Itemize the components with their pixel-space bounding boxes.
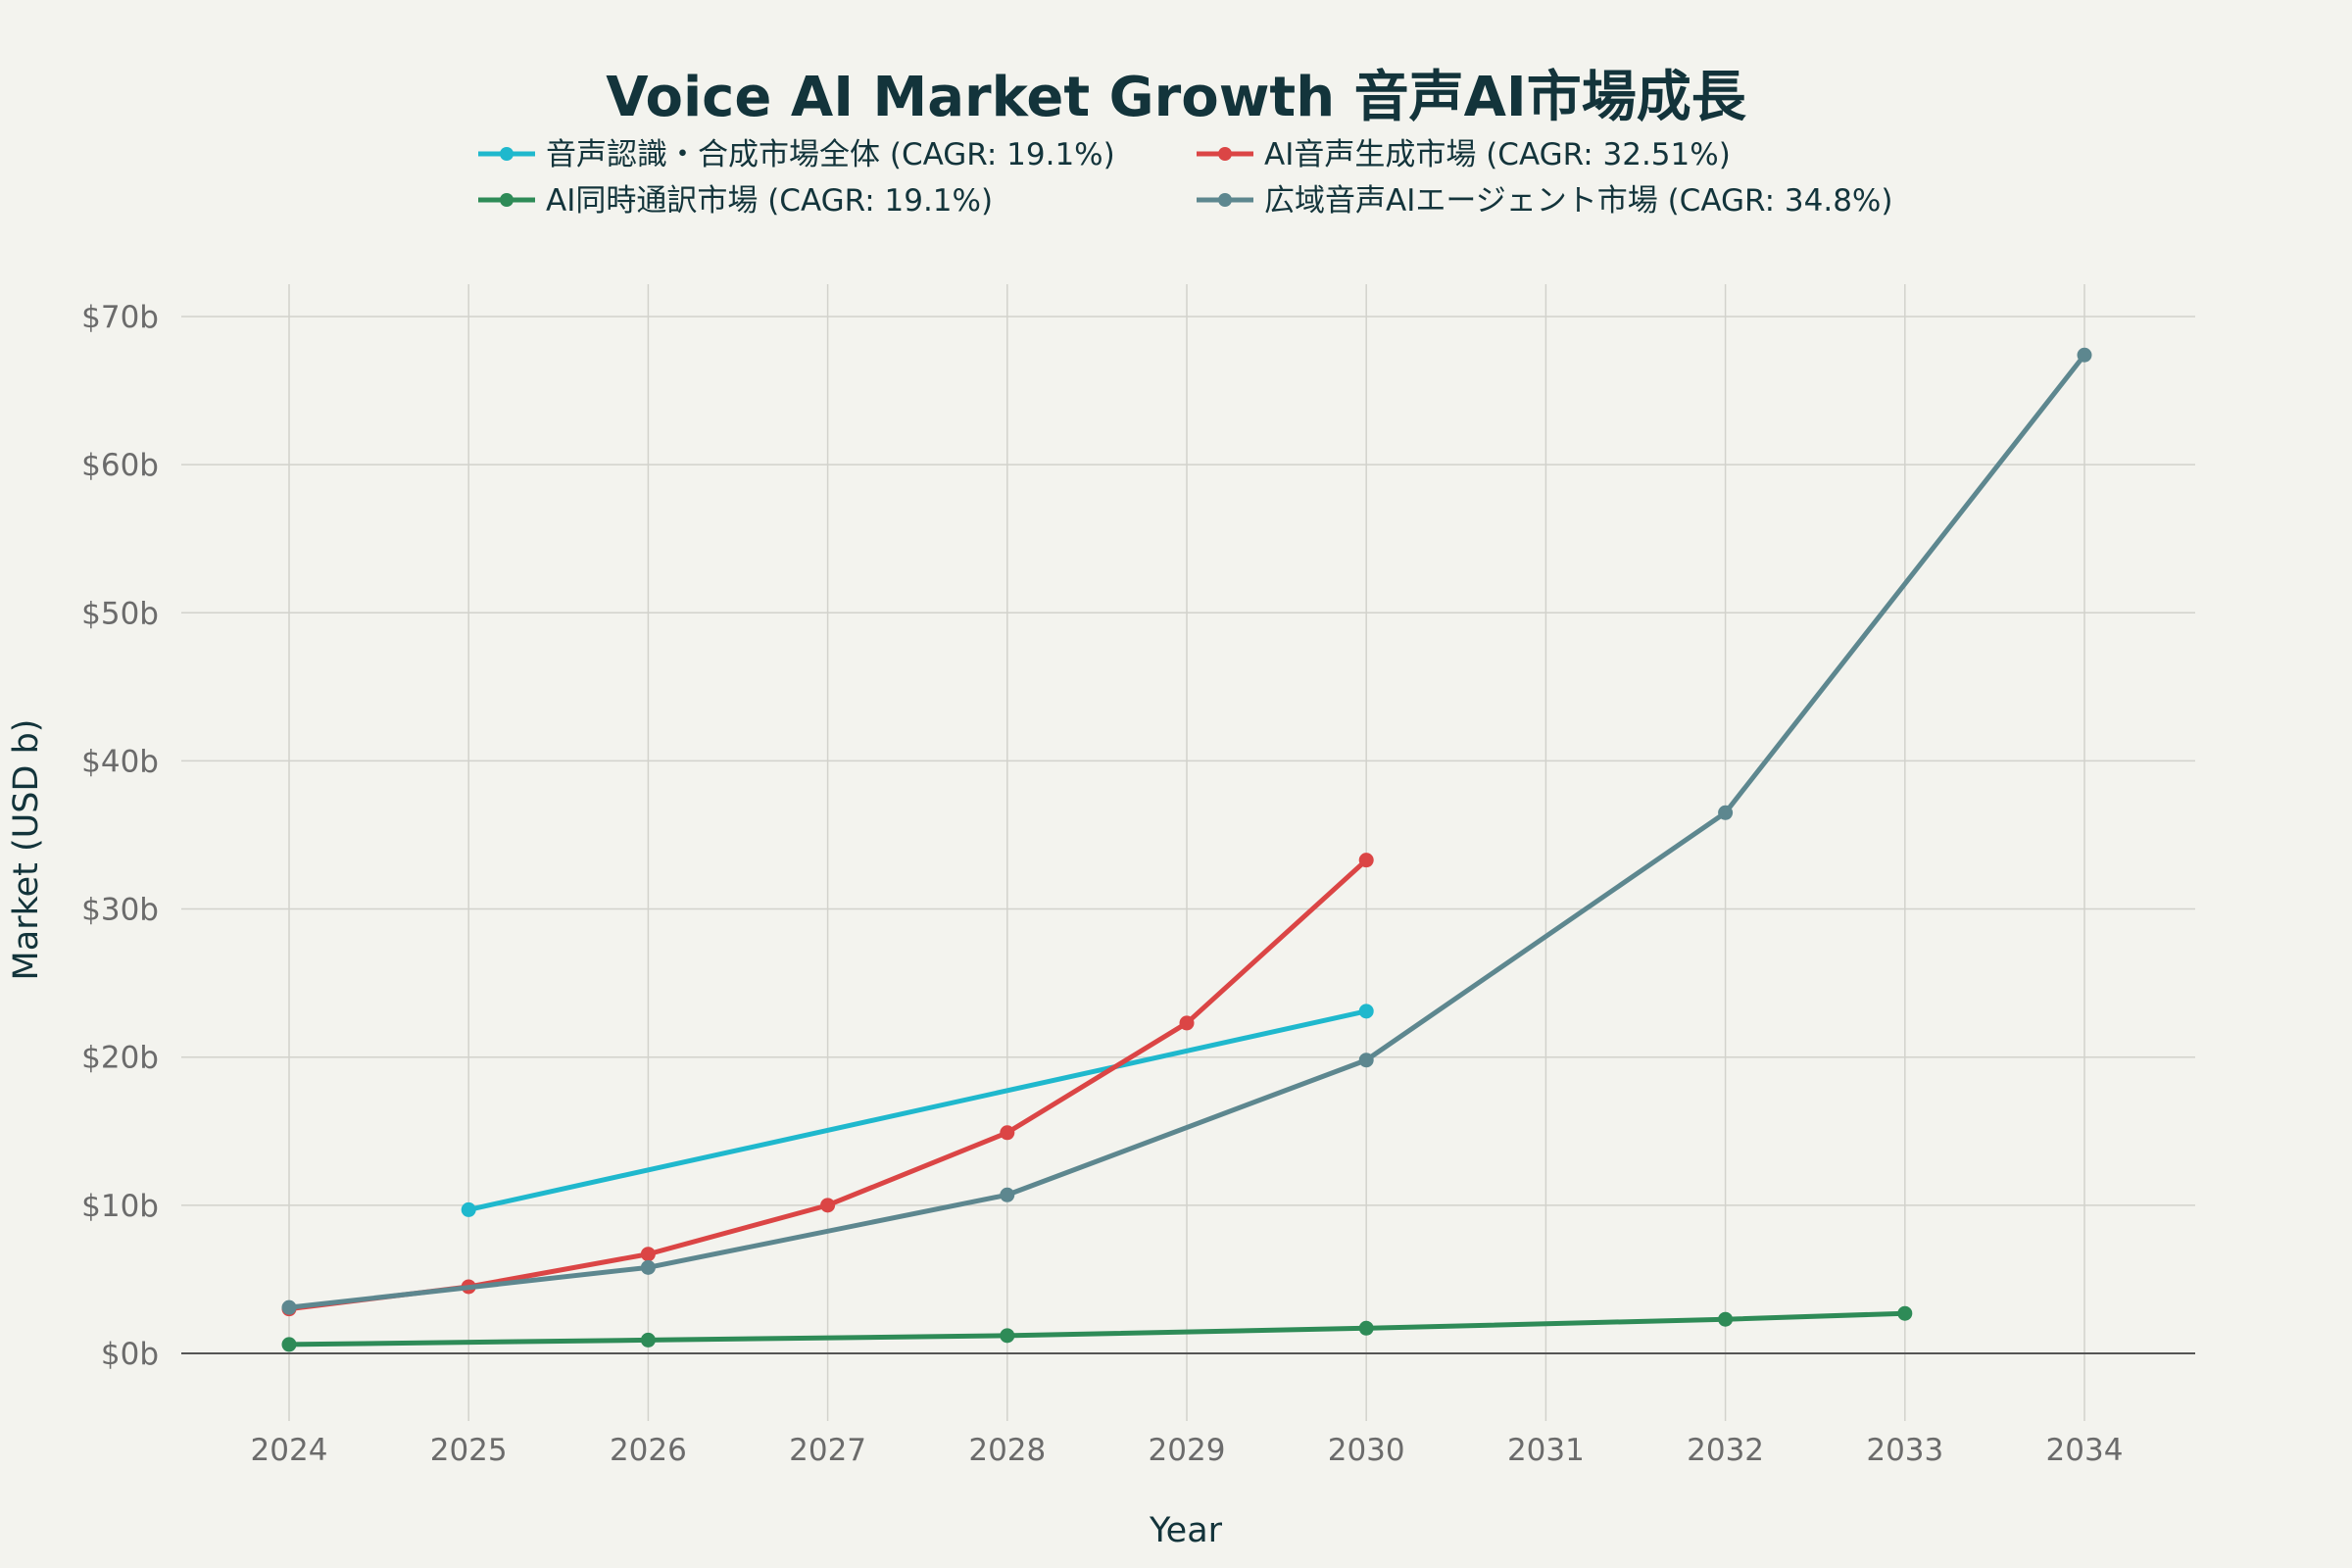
data-point[interactable] xyxy=(1718,805,1734,820)
data-point[interactable] xyxy=(1718,1311,1734,1327)
y-tick-label: $40b xyxy=(81,744,159,779)
x-tick-label: 2026 xyxy=(610,1433,687,1468)
x-axis-title: Year xyxy=(1149,1511,1223,1550)
data-point[interactable] xyxy=(1000,1328,1015,1344)
x-tick-label: 2031 xyxy=(1507,1433,1585,1468)
y-tick-label: $60b xyxy=(81,448,159,483)
series-0 xyxy=(461,1004,1374,1217)
x-axis: 2024 2025 2026 2027 2028 2029 2030 2031 2032 2033… xyxy=(251,1433,2124,1468)
series-2 xyxy=(281,1305,1913,1352)
y-tick-label: $50b xyxy=(81,596,159,631)
data-point[interactable] xyxy=(2077,347,2092,363)
legend-label: 音声認識・合成市場全体 (CAGR: 19.1%) xyxy=(546,137,1115,172)
legend-marker xyxy=(500,193,514,207)
x-tick-label: 2034 xyxy=(2046,1433,2124,1468)
x-tick-label: 2030 xyxy=(1328,1433,1405,1468)
y-tick-label: $30b xyxy=(81,893,159,928)
grid xyxy=(181,284,2195,1421)
x-tick-label: 2033 xyxy=(1866,1433,1943,1468)
data-point[interactable] xyxy=(461,1201,476,1217)
y-axis-title: Market (USD b) xyxy=(7,719,46,981)
data-point[interactable] xyxy=(820,1198,836,1213)
legend-marker xyxy=(500,147,514,161)
legend-item-1[interactable]: AI音声生成市場 (CAGR: 32.51%) xyxy=(1197,137,1731,172)
legend-item-2[interactable]: AI同時通訳市場 (CAGR: 19.1%) xyxy=(478,183,993,219)
data-point[interactable] xyxy=(640,1259,656,1275)
data-point[interactable] xyxy=(281,1337,297,1352)
legend-item-0[interactable]: 音声認識・合成市場全体 (CAGR: 19.1%) xyxy=(478,137,1115,172)
data-point[interactable] xyxy=(1897,1305,1913,1321)
y-axis: $0b $10b $20b $30b $40b $50b $60b $70b xyxy=(81,300,159,1372)
data-point[interactable] xyxy=(1358,1053,1374,1068)
data-point[interactable] xyxy=(281,1299,297,1315)
data-point[interactable] xyxy=(1000,1125,1015,1141)
data-point[interactable] xyxy=(1179,1015,1195,1031)
legend-label: AI音声生成市場 (CAGR: 32.51%) xyxy=(1264,137,1731,172)
x-tick-label: 2032 xyxy=(1687,1433,1764,1468)
y-tick-label: $70b xyxy=(81,300,159,335)
data-point[interactable] xyxy=(1358,1320,1374,1336)
x-tick-label: 2025 xyxy=(430,1433,508,1468)
series-line[interactable] xyxy=(286,1310,1908,1348)
y-tick-label: $10b xyxy=(81,1189,159,1224)
legend-label: AI同時通訳市場 (CAGR: 19.1%) xyxy=(546,183,993,219)
x-tick-label: 2027 xyxy=(789,1433,866,1468)
legend: 音声認識・合成市場全体 (CAGR: 19.1%) AI音声生成市場 (CAGR… xyxy=(478,137,1892,219)
data-point[interactable] xyxy=(1000,1187,1015,1202)
data-point[interactable] xyxy=(1358,1004,1374,1019)
data-point[interactable] xyxy=(640,1332,656,1348)
plot-area xyxy=(281,347,2092,1352)
legend-label: 広域音声AIエージェント市場 (CAGR: 34.8%) xyxy=(1264,183,1892,219)
data-point[interactable] xyxy=(640,1247,656,1262)
series-3 xyxy=(281,347,2092,1315)
legend-marker xyxy=(1218,147,1232,161)
x-tick-label: 2028 xyxy=(968,1433,1046,1468)
data-point[interactable] xyxy=(1358,853,1374,868)
series-line[interactable] xyxy=(286,352,2087,1310)
y-tick-label: $20b xyxy=(81,1041,159,1076)
x-tick-label: 2029 xyxy=(1149,1433,1226,1468)
y-tick-label: $0b xyxy=(101,1337,159,1372)
legend-item-3[interactable]: 広域音声AIエージェント市場 (CAGR: 34.8%) xyxy=(1197,183,1892,219)
series-line[interactable] xyxy=(466,1008,1369,1212)
x-tick-label: 2024 xyxy=(251,1433,328,1468)
legend-marker xyxy=(1218,193,1232,207)
chart-title: Voice AI Market Growth 音声AI市場成長 xyxy=(606,66,1747,129)
